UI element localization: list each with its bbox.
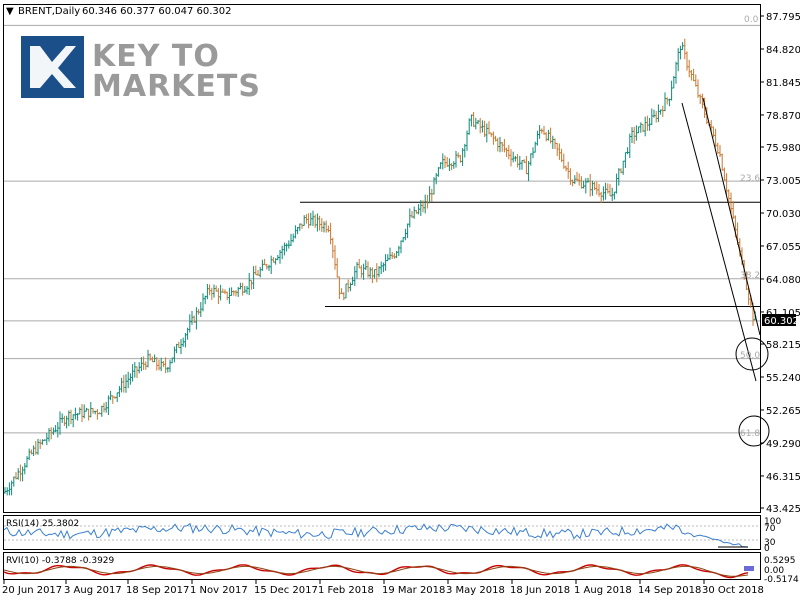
rsi-level-label-30: 30	[764, 538, 776, 548]
x-tick-label: 3 May 2018	[446, 585, 505, 596]
y-tick-label: 43.425	[766, 504, 800, 515]
y-tick-label: 67.055	[766, 242, 800, 253]
fib-label-0: 0.0	[744, 15, 759, 25]
target-circle-61-8	[738, 415, 770, 447]
rsi-level-label-100: 100	[764, 517, 781, 527]
y-tick-label: 78.870	[766, 111, 800, 122]
x-tick-label: 14 Sep 2018	[638, 585, 701, 596]
logo-line2: MARKETS	[92, 69, 261, 104]
rsi-pane-frame	[3, 515, 761, 550]
logo-mark-icon	[30, 46, 76, 88]
fib-label-61-8: 61.8	[740, 429, 760, 439]
rsi-label: RSI(14) 25.3802	[6, 519, 79, 529]
x-tick-label: 18 Sep 2017	[126, 585, 189, 596]
y-tick-label: 58.215	[766, 340, 800, 351]
rsi-level-label-0: 0	[764, 544, 770, 554]
ohlc-values: 60.346 60.377 60.047 60.302	[82, 6, 232, 17]
rvi-level-label-top: 0.5295	[764, 556, 796, 566]
x-tick-label: 3 Aug 2017	[64, 585, 122, 596]
rvi-signal-line	[3, 565, 749, 577]
rvi-main-line	[3, 564, 749, 579]
y-tick-label: 70.030	[766, 209, 800, 220]
x-tick-label: 15 Dec 2017	[254, 585, 318, 596]
x-tick-label: 1 Nov 2017	[190, 585, 248, 596]
rvi-marker-icon	[744, 566, 754, 571]
y-tick-label: 49.290	[766, 439, 800, 450]
y-tick-label: 73.005	[766, 176, 800, 187]
menu-arrow-icon[interactable]: ▼	[6, 6, 14, 17]
channel-lower-line	[681, 102, 757, 382]
channel-upper-line	[702, 97, 761, 336]
y-tick-label: 87.795	[766, 12, 800, 23]
y-tick-label: 55.240	[766, 373, 800, 384]
x-tick-label: 20 Jun 2017	[2, 585, 62, 596]
logo-line1: KEY TO	[92, 39, 220, 74]
fib-label-38-2: 38.2	[740, 271, 760, 281]
y-tick-label: 64.080	[766, 275, 800, 286]
rvi-pane-frame	[3, 552, 761, 580]
rvi-label: RVI(10) -0.3788 -0.3929	[6, 556, 115, 566]
fib-label-23-6: 23.6	[740, 174, 760, 184]
x-tick-label: 18 Jun 2018	[510, 585, 570, 596]
rsi-line	[3, 522, 749, 548]
y-tick-label: 52.265	[766, 406, 800, 417]
main-pane-frame	[3, 4, 761, 513]
y-tick-label: 46.315	[766, 472, 800, 483]
symbol-label: BRENT,Daily	[18, 6, 80, 17]
current-price-value: 60.302	[764, 316, 799, 327]
company-logo: KEY TO MARKETS	[21, 36, 261, 104]
target-circle-50	[735, 337, 769, 371]
fib-label-50: 50.0	[740, 351, 760, 361]
y-tick-label: 61.105	[766, 308, 800, 319]
y-tick-label: 84.820	[766, 45, 800, 56]
current-price-tag	[762, 314, 796, 326]
y-tick-label: 81.845	[766, 78, 800, 89]
x-tick-label: 19 Mar 2018	[382, 585, 445, 596]
rvi-level-label-bottom: -0.5174	[764, 575, 799, 585]
rvi-level-label-mid: 0.00	[764, 566, 784, 576]
x-tick-label: 1 Aug 2018	[574, 585, 632, 596]
rsi-level-label-70: 70	[764, 524, 776, 534]
x-tick-label: 30 Oct 2018	[702, 585, 764, 596]
y-tick-label: 75.980	[766, 143, 800, 154]
x-tick-label: 1 Feb 2018	[318, 585, 374, 596]
